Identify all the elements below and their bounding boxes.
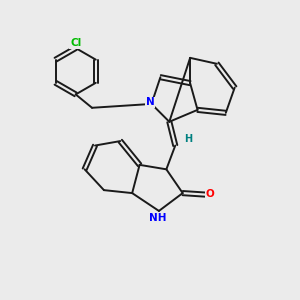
Text: N: N (146, 98, 154, 107)
Text: NH: NH (149, 213, 166, 224)
Text: H: H (184, 134, 192, 144)
Text: Cl: Cl (70, 38, 81, 48)
Text: O: O (206, 189, 215, 199)
